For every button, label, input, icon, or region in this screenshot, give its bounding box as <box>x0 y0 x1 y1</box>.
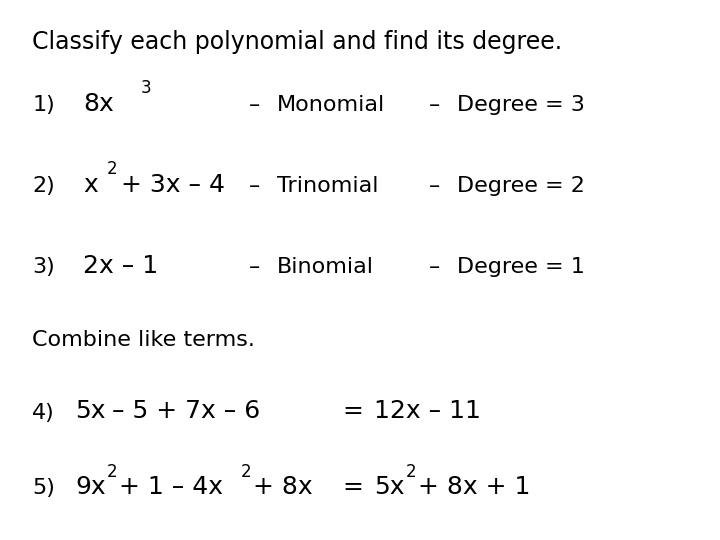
Text: 8x: 8x <box>83 92 114 116</box>
Text: –: – <box>428 176 440 195</box>
Text: 4): 4) <box>32 402 55 422</box>
Text: =: = <box>342 400 363 423</box>
Text: 3: 3 <box>140 79 151 97</box>
Text: 1): 1) <box>32 94 55 114</box>
Text: 2x – 1: 2x – 1 <box>83 254 158 278</box>
Text: 12x – 11: 12x – 11 <box>374 400 481 423</box>
Text: 2: 2 <box>107 463 117 481</box>
Text: –: – <box>248 94 260 114</box>
Text: + 3x – 4: + 3x – 4 <box>121 173 225 197</box>
Text: Degree = 2: Degree = 2 <box>457 176 585 195</box>
Text: + 8x: + 8x <box>253 475 313 499</box>
Text: 5): 5) <box>32 478 55 498</box>
Text: 5x: 5x <box>374 475 405 499</box>
Text: 5x: 5x <box>76 400 106 423</box>
Text: 9x: 9x <box>76 475 107 499</box>
Text: –: – <box>428 94 440 114</box>
Text: 2: 2 <box>107 160 117 178</box>
Text: 2: 2 <box>241 463 252 481</box>
Text: Degree = 1: Degree = 1 <box>457 256 585 276</box>
Text: x: x <box>83 173 97 197</box>
Text: Degree = 3: Degree = 3 <box>457 94 585 114</box>
Text: + 1 – 4x: + 1 – 4x <box>119 475 222 499</box>
Text: Combine like terms.: Combine like terms. <box>32 329 256 349</box>
Text: 3): 3) <box>32 256 55 276</box>
Text: Binomial: Binomial <box>277 256 374 276</box>
Text: Monomial: Monomial <box>277 94 385 114</box>
Text: –: – <box>248 256 260 276</box>
Text: =: = <box>342 475 363 499</box>
Text: Classify each polynomial and find its degree.: Classify each polynomial and find its de… <box>32 30 562 53</box>
Text: Trinomial: Trinomial <box>277 176 379 195</box>
Text: –: – <box>428 256 440 276</box>
Text: 2: 2 <box>405 463 416 481</box>
Text: 2): 2) <box>32 176 55 195</box>
Text: – 5 + 7x – 6: – 5 + 7x – 6 <box>112 400 260 423</box>
Text: –: – <box>248 176 260 195</box>
Text: + 8x + 1: + 8x + 1 <box>418 475 530 499</box>
